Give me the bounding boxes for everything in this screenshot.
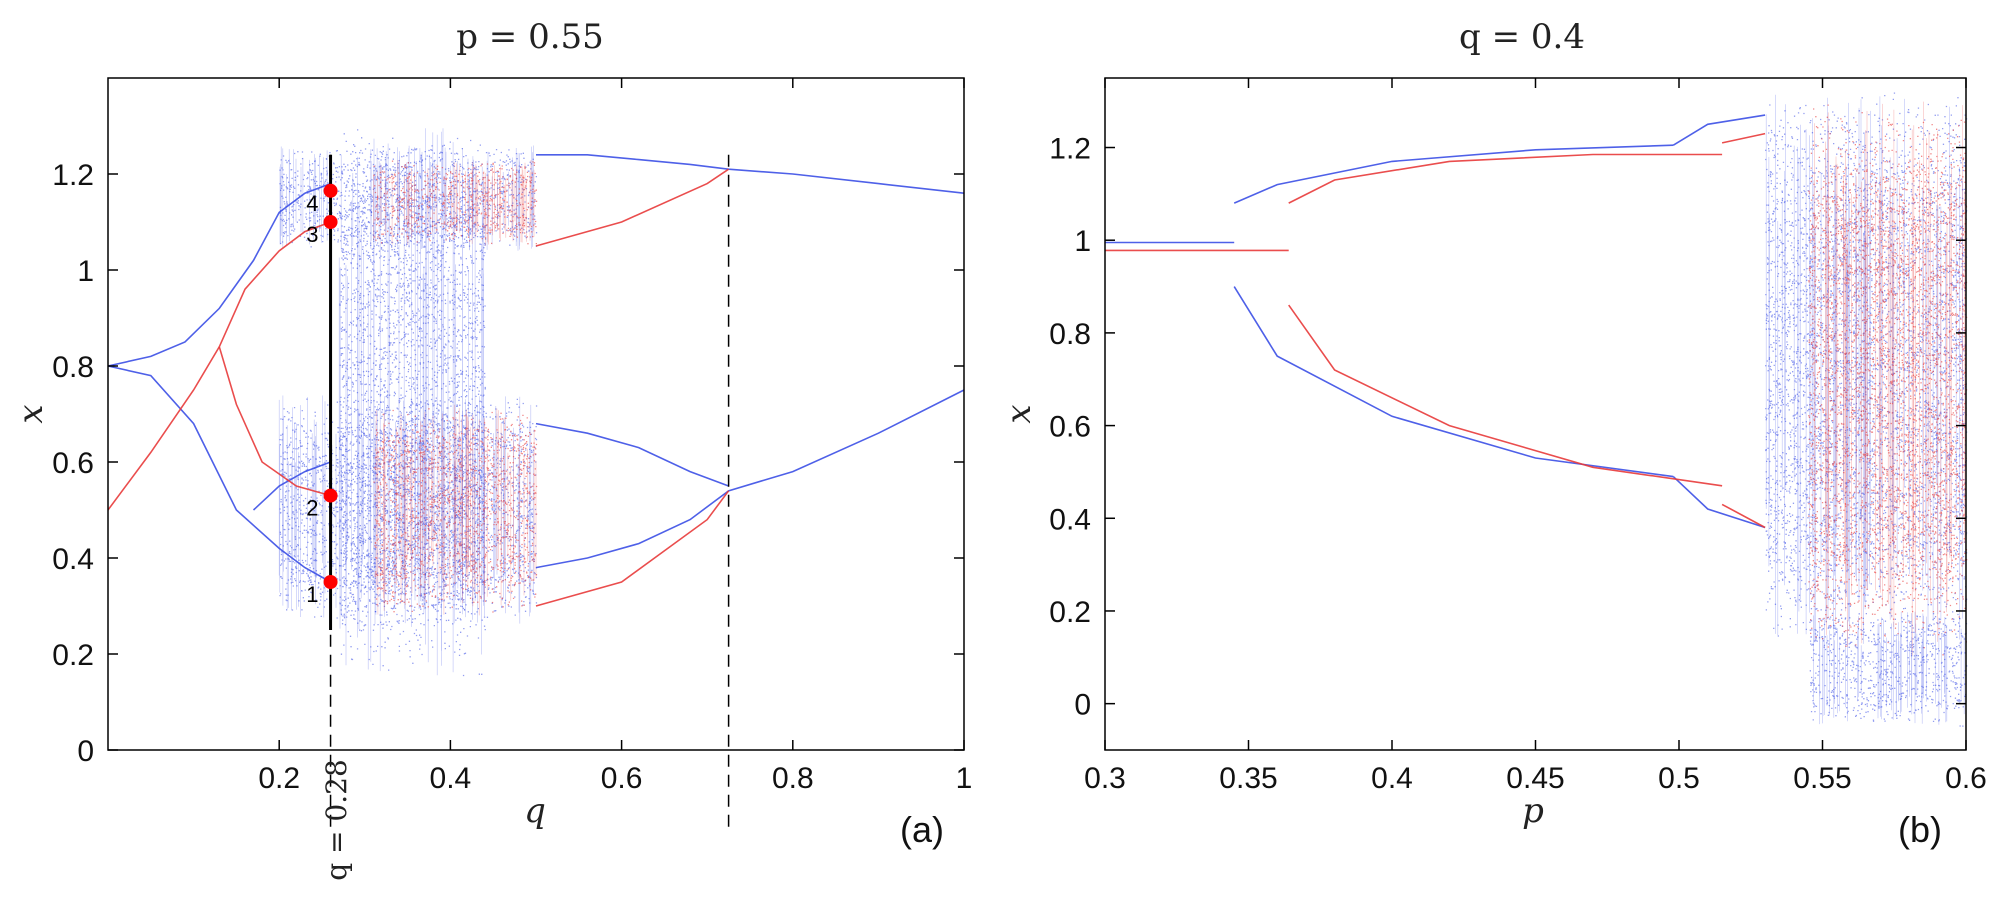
panel-b-blue-branch — [1672, 476, 1766, 529]
point-marker-4 — [323, 183, 338, 198]
panel-a-xtick-label: 0.8 — [772, 762, 814, 795]
q-value-label: q = 0.28 — [320, 759, 353, 881]
panel-b-ytick-label: 0.2 — [1049, 596, 1091, 629]
panel-b-xtick-label: 0.35 — [1219, 762, 1277, 795]
panel-a-ytick-label: 0.8 — [52, 351, 94, 384]
panel-a-blue-chaotic-band — [279, 144, 538, 251]
point-marker-2 — [323, 488, 338, 503]
panel-a-xtick-label: 0.2 — [258, 762, 300, 795]
panel-b-tag: (b) — [1898, 809, 1942, 850]
panel-a-annotations: 1 2 3 4 — [306, 154, 730, 830]
panel-b: q = 0.4 0.3 0.35 0.4 0.45 0.5 0.55 0.600.20.40… — [999, 17, 1987, 850]
panel-b-xtick-label: 0.45 — [1506, 762, 1564, 795]
panel-b-ylabel: x — [999, 404, 1039, 423]
panel-b-ytick-label: 0.6 — [1049, 411, 1091, 444]
panel-a-xlabel: q — [524, 791, 546, 831]
point-marker-3 — [323, 215, 338, 229]
panel-a-ylabel: x — [11, 404, 51, 423]
panel-a-xtick-label: 1 — [956, 762, 973, 795]
panel-b-xlabel: p — [1522, 791, 1544, 831]
panel-a-plot-area — [107, 128, 965, 677]
panel-a-ytick-label: 0 — [77, 735, 94, 768]
panel-a-blue-chaotic-band — [338, 128, 486, 677]
panel-a-red-branch — [535, 490, 730, 607]
panel-a-red-branch — [218, 346, 331, 497]
panel-b-ytick-label: 0.8 — [1049, 318, 1091, 351]
panel-a-red-branch — [107, 221, 331, 511]
panel-a-blue-branch — [107, 365, 331, 583]
panel-a-blue-chaotic-band — [278, 395, 538, 624]
panel-a-tag: (a) — [900, 809, 944, 850]
panel-b-blue-branch — [1233, 286, 1674, 478]
panel-b-blue-chaotic-band — [1809, 611, 1968, 727]
panel-a-blue-branch — [252, 461, 331, 511]
panel-a-red-chaotic-band — [373, 404, 538, 616]
point-marker-1 — [323, 575, 338, 589]
panel-b-ytick-label: 1 — [1074, 225, 1091, 258]
panel-a-red-chaotic-band — [373, 160, 538, 246]
panel-a-blue-branch — [535, 389, 965, 569]
panel-a: p = 0.55 1 2 3 4 0.2 0.4 0.6 0.8 1 0 0.2 0.4 0.6 0.8… — [11, 17, 972, 881]
panel-a-ytick-label: 0.4 — [52, 543, 94, 576]
panel-a-xtick-label: 0.4 — [430, 762, 472, 795]
panel-b-title: q = 0.4 — [1459, 17, 1585, 57]
panel-b-blue-branch — [1233, 144, 1674, 204]
panel-b-red-branch — [1721, 132, 1766, 144]
panel-b-red-branch — [1288, 153, 1723, 204]
panel-b-xtick-label: 0.4 — [1371, 762, 1413, 795]
panel-a-title: p = 0.55 — [456, 17, 604, 57]
point-label-2: 2 — [306, 496, 318, 521]
panel-b-xtick-label: 0.6 — [1945, 762, 1987, 795]
panel-a-ytick-label: 0.2 — [52, 639, 94, 672]
point-label-1: 1 — [306, 582, 318, 607]
panel-a-axes-frame — [107, 77, 965, 751]
panel-b-xtick-label: 0.55 — [1793, 762, 1851, 795]
panel-a-ytick-label: 1.2 — [52, 159, 94, 192]
panel-b-red-branch — [1288, 304, 1723, 487]
panel-a-ytick-label: 0.6 — [52, 447, 94, 480]
panel-b-ytick-label: 1.2 — [1049, 133, 1091, 166]
panel-a-ytick-label: 1 — [77, 255, 94, 288]
panel-b-xtick-label: 0.5 — [1658, 762, 1700, 795]
panel-b-ytick-label: 0 — [1074, 689, 1091, 722]
panel-b-xtick-label: 0.3 — [1084, 762, 1126, 795]
panel-a-xtick-label: 0.6 — [601, 762, 643, 795]
panel-b-blue-branch — [1672, 114, 1766, 146]
panel-a-red-branch — [535, 168, 730, 247]
panel-b-red-branch — [1721, 503, 1766, 529]
panel-a-blue-branch — [535, 422, 729, 487]
panel-b-ticks: 0.3 0.35 0.4 0.45 0.5 0.55 0.6 0 0.2 0.4 0.6 0.8 1 1.… — [1049, 78, 1987, 795]
panel-a-ticks: 0.2 0.4 0.6 0.8 1 0 0.2 0.4 0.6 0.8 1 1.2 — [52, 78, 972, 795]
panel-b-ytick-label: 0.4 — [1049, 503, 1091, 536]
point-label-3: 3 — [306, 222, 318, 247]
panel-a-blue-branch — [107, 182, 331, 367]
panel-b-plot-area — [1105, 92, 1968, 727]
point-label-4: 4 — [306, 191, 318, 216]
panel-a-blue-branch — [536, 154, 965, 194]
